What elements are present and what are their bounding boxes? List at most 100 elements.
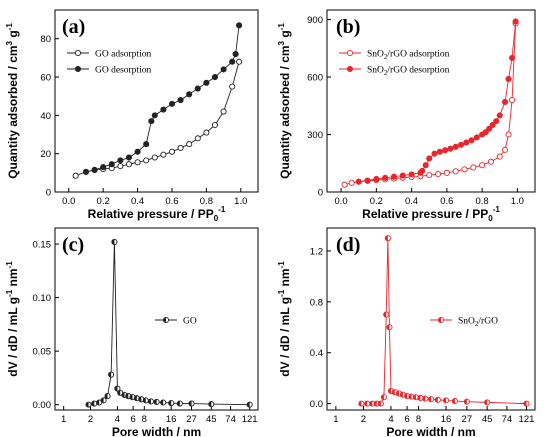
- x-tick-label: 0.8: [200, 196, 213, 207]
- data-point: [194, 135, 201, 142]
- y-tick-label: 0.15: [33, 240, 52, 251]
- data-point: [72, 172, 79, 179]
- data-point: [501, 146, 509, 153]
- x-tick-label: 0.0: [334, 196, 347, 207]
- y-axis-title: Quantity adsorbed / cm3 g-1: [5, 23, 20, 179]
- data-point: [208, 401, 215, 408]
- y-tick-label: 60: [40, 73, 51, 84]
- data-point: [203, 79, 210, 86]
- data-point: [408, 171, 415, 178]
- data-point: [468, 137, 475, 144]
- x-tick-label: 1.0: [234, 196, 247, 207]
- data-point: [484, 399, 491, 406]
- legend-marker: [74, 49, 82, 57]
- legend-label: GO adsorption: [95, 50, 151, 60]
- data-point: [125, 154, 133, 161]
- data-point: [177, 144, 184, 151]
- data-point: [422, 395, 429, 402]
- data-point: [452, 168, 459, 175]
- data-point: [82, 168, 90, 175]
- data-point: [431, 150, 438, 157]
- data-point: [153, 398, 160, 406]
- data-point: [434, 396, 441, 403]
- data-point: [129, 394, 136, 401]
- data-point: [168, 148, 176, 155]
- data-point: [512, 18, 519, 25]
- x-tick-label: 6: [131, 414, 136, 425]
- y-tick-label: 0.4: [310, 348, 323, 359]
- panel-label: (d): [336, 234, 360, 256]
- data-point: [523, 400, 530, 407]
- data-point: [104, 393, 111, 400]
- y-tick-label: 20: [40, 149, 51, 160]
- x-tick-label: 6: [404, 414, 409, 425]
- panel-a: (a) 0.0 0.2 0.4 0.6 0.8 1.0 0 20 40 60 80 Relative p…: [5, 9, 259, 223]
- data-point: [236, 58, 243, 65]
- data-point: [399, 172, 406, 179]
- data-point: [443, 169, 450, 176]
- y-tick-label: 40: [40, 111, 51, 122]
- legend-label: GO desorption: [95, 66, 151, 76]
- panel-label: (a): [62, 16, 85, 38]
- x-tick-label: 4: [388, 414, 393, 425]
- data-point: [426, 155, 433, 162]
- data-point: [486, 125, 493, 132]
- data-point: [211, 74, 219, 81]
- x-tick-label: 2: [361, 414, 366, 425]
- data-point: [100, 164, 107, 171]
- data-point: [203, 129, 210, 136]
- legend-marker: [74, 65, 82, 73]
- data-point: [341, 181, 348, 188]
- legend-marker: [346, 65, 354, 73]
- y-tick-label: 0.0: [310, 399, 323, 410]
- data-point: [348, 179, 355, 186]
- data-point: [125, 161, 133, 168]
- data-point: [380, 394, 387, 401]
- data-point: [509, 54, 516, 61]
- plot-frame: [326, 9, 536, 193]
- panel-label: (c): [62, 234, 84, 256]
- data-point: [461, 166, 468, 173]
- y-tick-label: 300: [307, 130, 323, 141]
- data-point: [451, 398, 458, 405]
- data-point: [509, 96, 516, 104]
- data-point: [91, 166, 98, 174]
- data-point: [417, 394, 424, 401]
- data-point: [211, 121, 219, 128]
- data-point: [148, 118, 155, 125]
- x-tick-label: 8: [142, 414, 147, 425]
- data-point: [442, 147, 449, 154]
- data-point: [168, 100, 176, 107]
- panel-label: (b): [336, 16, 360, 38]
- legend-marker: [162, 316, 170, 324]
- data-point: [426, 172, 433, 179]
- y-axis-title: dV / dD / mL g-1 nm-1: [5, 261, 20, 377]
- data-point: [358, 400, 365, 407]
- data-point: [142, 397, 149, 404]
- data-point: [386, 324, 393, 331]
- series-line-1: [88, 241, 250, 406]
- data-point: [364, 400, 371, 407]
- x-tick-label: 0.8: [476, 196, 489, 207]
- legend-label: SnO2/rGO adsorption: [367, 50, 450, 62]
- data-point: [246, 401, 253, 408]
- data-point: [85, 401, 92, 408]
- series-line-2: [358, 21, 517, 183]
- data-point: [505, 75, 512, 83]
- data-point: [229, 83, 236, 90]
- data-point: [160, 106, 167, 113]
- data-point: [408, 393, 415, 400]
- x-tick-label: 0.6: [440, 196, 453, 207]
- x-tick-label: 121: [242, 414, 258, 425]
- data-point: [447, 145, 454, 152]
- data-point: [382, 174, 389, 181]
- y-tick-label: 600: [307, 73, 323, 84]
- data-point: [134, 159, 141, 166]
- legend-label: SnO2/rGO: [458, 317, 498, 329]
- data-point: [117, 157, 124, 164]
- x-tick-label: 121: [519, 414, 535, 425]
- x-axis-title: Relative pressure / PP0-1: [362, 205, 500, 223]
- x-tick-label: 45: [482, 414, 493, 425]
- data-point: [117, 163, 124, 170]
